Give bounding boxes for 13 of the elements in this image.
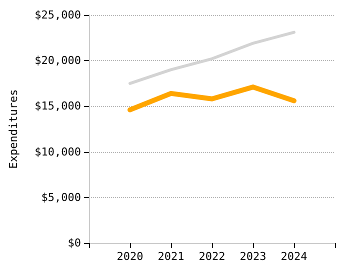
y-tick-label: $20,000	[34, 54, 81, 68]
y-tick-label: $5,000	[41, 190, 81, 204]
y-tick-label: $10,000	[34, 145, 81, 158]
x-tick-label: 2022	[198, 250, 226, 263]
y-axis-title: Expenditures	[7, 89, 20, 169]
x-tick-label: 2024	[280, 250, 308, 263]
y-tick-label: $25,000	[34, 8, 81, 22]
line-series	[128, 30, 296, 85]
x-tick-label: 2021	[158, 250, 184, 263]
x-tick-label: 2020	[116, 250, 144, 263]
y-tick-label: $0	[68, 236, 81, 250]
x-tick-label: 2023	[240, 250, 266, 263]
y-tick-label: $15,000	[34, 100, 81, 113]
